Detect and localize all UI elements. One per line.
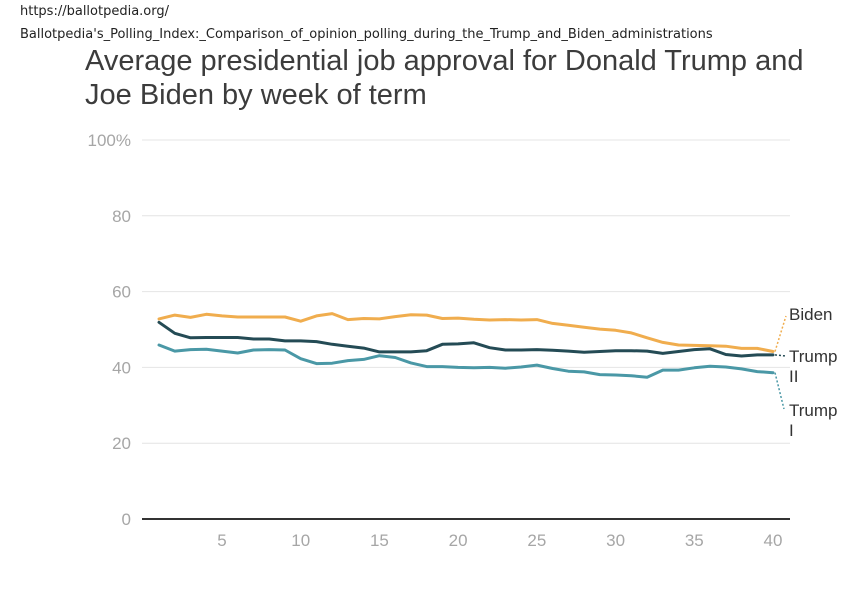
x-tick-label: 20	[449, 531, 468, 550]
leader-trump-i	[774, 372, 785, 410]
gridlines	[142, 139, 790, 444]
x-tick-label: 30	[606, 531, 625, 550]
leader-biden	[774, 315, 787, 352]
x-tick-label: 35	[685, 531, 704, 550]
series-line-trump-i	[157, 343, 775, 379]
x-axis-tick-labels: 5 10 15 20 25 30 35 40	[217, 531, 782, 550]
x-tick-label: 15	[370, 531, 389, 550]
x-tick-label: 5	[217, 531, 226, 550]
series-label-biden: Biden	[789, 305, 832, 324]
series-line-biden	[157, 312, 775, 353]
leader-trump-ii	[774, 354, 787, 357]
source-page-name: Ballotpedia's_Polling_Index:_Comparison_…	[20, 27, 713, 42]
x-tick-label: 40	[764, 531, 783, 550]
chart-title: Average presidential job approval for Do…	[85, 45, 804, 111]
y-tick-label: 40	[112, 358, 131, 377]
source-url: https://ballotpedia.org/	[20, 4, 170, 19]
y-tick-label: 60	[112, 283, 131, 302]
series-label-trump-i: Trump I	[789, 401, 838, 440]
x-tick-label: 10	[291, 531, 310, 550]
series-end-labels: Biden Trump II Trump I	[789, 305, 838, 440]
x-tick-label: 25	[527, 531, 546, 550]
series-label-trump-ii: Trump II	[789, 347, 838, 386]
legend-leader-lines	[774, 315, 787, 410]
y-tick-label: 0	[122, 510, 131, 529]
y-axis-tick-labels: 0 20 40 60 80 100%	[88, 131, 131, 529]
series-line-trump-ii	[157, 320, 775, 358]
y-tick-label: 80	[112, 207, 131, 226]
series-lines	[157, 312, 775, 379]
y-tick-label: 100%	[88, 131, 131, 150]
y-tick-label: 20	[112, 434, 131, 453]
